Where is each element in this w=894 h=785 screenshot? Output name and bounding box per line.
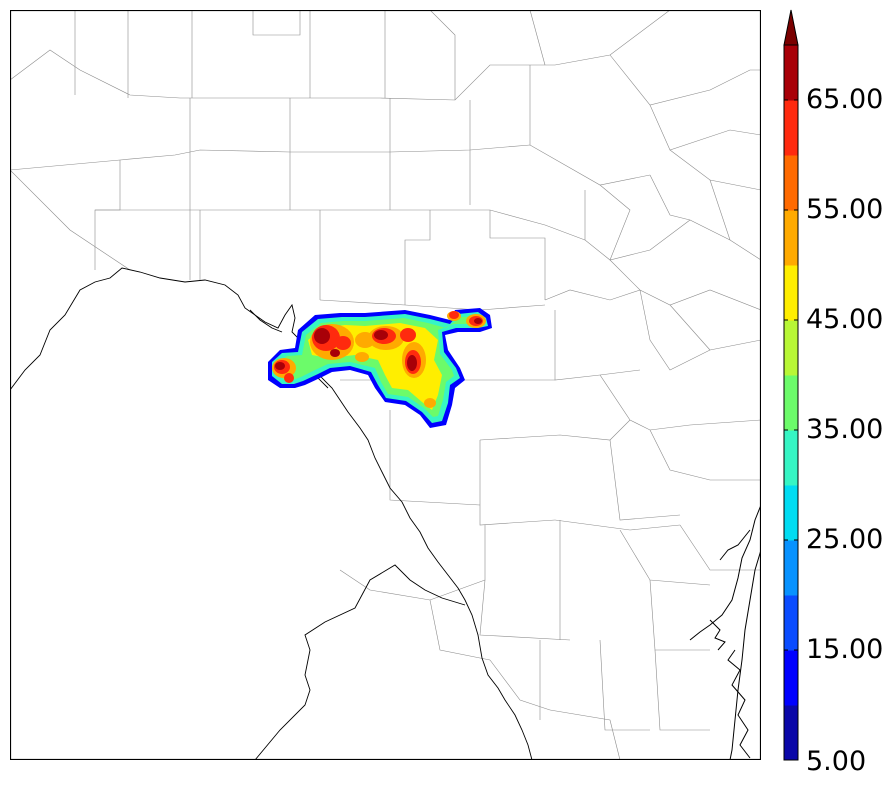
field-band-darkred — [275, 318, 482, 371]
map-panel — [10, 10, 761, 760]
map-frame — [10, 10, 761, 760]
colorbar-tick-label: 55.00 — [806, 194, 884, 225]
colorbar-extend-arrow — [783, 9, 799, 46]
colorbar-tick-label: 65.00 — [806, 84, 884, 115]
colorbar-frame — [783, 44, 799, 761]
colorbar-segment — [784, 375, 798, 431]
colorbar-segment — [784, 595, 798, 651]
county-boundaries — [10, 10, 761, 760]
coastline — [689, 504, 761, 760]
colorbar-segment — [784, 485, 798, 541]
colorbar-tick-label: 45.00 — [806, 304, 884, 335]
colorbar-tick-label: 15.00 — [806, 634, 884, 665]
colorbar-segments — [784, 45, 798, 761]
colorbar-segment — [784, 705, 798, 761]
colorbar-tick-label: 5.00 — [806, 746, 867, 777]
colorbar-segment — [784, 430, 798, 486]
colorbar-ticks — [784, 99, 798, 761]
colorbar-segment — [784, 45, 798, 101]
colorbar-tick-label: 35.00 — [806, 414, 884, 445]
colorbar-segment — [784, 155, 798, 211]
colorbar-segment — [784, 540, 798, 596]
precip-field — [268, 308, 492, 428]
colorbar-tick-label: 25.00 — [806, 524, 884, 555]
colorbar-segment — [784, 265, 798, 321]
international-border — [10, 267, 533, 760]
colorbar-segment — [784, 650, 798, 706]
colorbar-segment — [784, 320, 798, 376]
colorbar-segment — [784, 210, 798, 266]
colorbar-segment — [784, 100, 798, 156]
